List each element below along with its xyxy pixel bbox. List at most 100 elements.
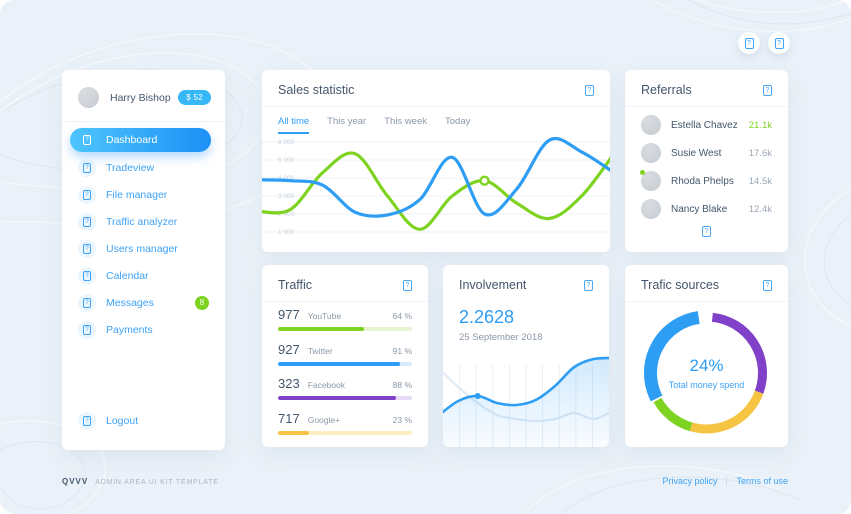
notifications-icon[interactable] <box>738 32 760 54</box>
progress-fill <box>278 430 309 435</box>
terms-of-use-link[interactable]: Terms of use <box>736 476 788 486</box>
sales-period-tabs: All time This year This week Today <box>262 107 610 134</box>
sidebar-item-payments[interactable]: Payments <box>62 316 225 343</box>
traffic-percent: 64 % <box>392 311 412 321</box>
traffic-count: 977 <box>278 307 300 322</box>
brand-subtitle: ADMIN AREA UI KIT TEMPLATE <box>95 479 219 486</box>
card-title: Traffic <box>278 278 313 292</box>
user-avatar <box>78 87 99 108</box>
progress-bar <box>278 327 412 331</box>
svg-text:6 000: 6 000 <box>278 139 295 146</box>
sales-line-chart: 6 000 5 000 4 000 3 000 2 000 1 000 <box>262 137 610 236</box>
card-title: Sales statistic <box>278 83 355 97</box>
brand-logo: QVVV <box>62 477 89 486</box>
referral-row[interactable]: Nancy Blake 12.4k <box>641 195 772 223</box>
progress-bar <box>278 361 412 366</box>
traffic-label: YouTube <box>307 311 342 321</box>
referrals-card: Referrals Estella Chavez 21.1k Susie Wes… <box>625 70 788 252</box>
messages-icon <box>78 293 96 312</box>
tab-this-week[interactable]: This week <box>384 116 427 127</box>
sidebar-item-calendar[interactable]: Calendar <box>62 262 225 289</box>
logout-button[interactable]: Logout <box>62 407 225 434</box>
sidebar-item-file-manager[interactable]: File manager <box>62 181 225 208</box>
referral-row[interactable]: Susie West 17.6k <box>641 139 772 167</box>
calendar-icon <box>78 266 96 285</box>
donut-center-label: Total money spend <box>669 380 745 390</box>
sidebar-item-label: Tradeview <box>106 161 155 174</box>
svg-text:1 000: 1 000 <box>278 229 295 236</box>
traffic-percent: 88 % <box>392 380 412 390</box>
referral-row[interactable]: Rhoda Phelps 14.5k <box>640 167 772 195</box>
referral-name: Rhoda Phelps <box>671 175 734 187</box>
referral-value: 14.5k <box>748 175 772 187</box>
sidebar-item-messages[interactable]: Messages 8 <box>62 289 225 316</box>
user-profile[interactable]: Harry Bishop $ 52 <box>62 70 225 121</box>
traffic-count: 717 <box>278 410 300 426</box>
sidebar-item-label: File manager <box>106 188 168 201</box>
referral-row[interactable]: Estella Chavez 21.1k <box>641 111 772 139</box>
referral-avatar <box>641 199 661 219</box>
traffic-sources-card: Trafic sources 24% Total money spend <box>625 265 788 447</box>
svg-text:2 000: 2 000 <box>278 211 295 218</box>
dashboard-icon <box>78 131 96 149</box>
card-action-icon[interactable] <box>403 279 412 291</box>
card-action-icon[interactable] <box>585 84 594 96</box>
traffic-sources-donut-chart: 24% Total money spend <box>644 311 767 434</box>
donut-center-value: 24% <box>689 356 723 375</box>
svg-text:3 000: 3 000 <box>278 193 295 200</box>
card-action-icon[interactable] <box>763 279 772 291</box>
involvement-value: 2.2628 <box>459 307 515 327</box>
involvement-area-chart <box>443 356 609 447</box>
sidebar-item-dashboard[interactable]: Dashboard <box>70 128 211 152</box>
sidebar-item-label: Traffic analyzer <box>106 215 178 228</box>
referral-name: Estella Chavez <box>671 119 738 131</box>
traffic-row-facebook: 323 Facebook 88 % <box>278 376 412 400</box>
user-name: Harry Bishop <box>110 91 171 104</box>
sidebar-item-tradeview[interactable]: Tradeview <box>62 154 225 181</box>
referral-name: Nancy Blake <box>671 203 728 215</box>
traffic-percent: 91 % <box>392 345 412 356</box>
progress-fill <box>278 396 396 400</box>
card-title: Referrals <box>641 83 692 97</box>
involvement-card: Involvement 2.2628 25 September 2018 <box>443 265 609 447</box>
settings-icon[interactable] <box>768 32 790 54</box>
sales-statistic-card: Sales statistic All time This year This … <box>262 70 610 252</box>
referral-avatar <box>641 115 661 135</box>
svg-text:4 000: 4 000 <box>278 175 295 182</box>
sidebar: Harry Bishop $ 52 Dashboard Tradeview Fi… <box>62 70 225 450</box>
traffic-label: Twitter <box>307 345 333 356</box>
card-title: Involvement <box>459 278 527 292</box>
traffic-row-google-plus: 717 Google+ 23 % <box>278 411 412 435</box>
divider <box>62 121 225 122</box>
sidebar-item-label: Calendar <box>106 269 149 282</box>
show-more-icon[interactable] <box>625 223 788 237</box>
unread-messages-badge: 8 <box>195 295 209 310</box>
users-manager-icon <box>78 239 96 258</box>
traffic-count: 927 <box>278 341 300 357</box>
traffic-percent: 23 % <box>392 414 412 425</box>
card-action-icon[interactable] <box>763 84 772 96</box>
sidebar-item-traffic-analyzer[interactable]: Traffic analyzer <box>62 208 225 235</box>
footer-links: Privacy policy Terms of use <box>662 476 788 486</box>
sidebar-item-users-manager[interactable]: Users manager <box>62 235 225 262</box>
referral-avatar <box>641 143 661 163</box>
online-indicator <box>640 170 645 175</box>
referral-value: 17.6k <box>748 147 772 159</box>
topbar-actions <box>738 32 790 54</box>
sidebar-item-label: Payments <box>106 323 153 336</box>
footer-brand: QVVV ADMIN AREA UI KIT TEMPLATE <box>62 477 219 486</box>
privacy-policy-link[interactable]: Privacy policy <box>662 476 718 486</box>
card-action-icon[interactable] <box>584 279 593 291</box>
traffic-row-twitter: 927 Twitter 91 % <box>278 342 412 366</box>
referral-avatar <box>640 170 661 191</box>
traffic-label: Facebook <box>307 380 346 390</box>
tab-this-year[interactable]: This year <box>327 116 367 127</box>
referral-value: 21.1k <box>748 119 772 131</box>
traffic-card: Traffic 977 YouTube 64 % 927 Twitter 91 … <box>262 265 428 447</box>
traffic-label: Google+ <box>307 414 341 425</box>
tab-all-time[interactable]: All time <box>278 116 310 134</box>
svg-text:5 000: 5 000 <box>278 157 295 164</box>
tab-today[interactable]: Today <box>445 116 471 127</box>
sidebar-item-label: Messages <box>106 296 154 309</box>
progress-fill <box>278 327 364 331</box>
